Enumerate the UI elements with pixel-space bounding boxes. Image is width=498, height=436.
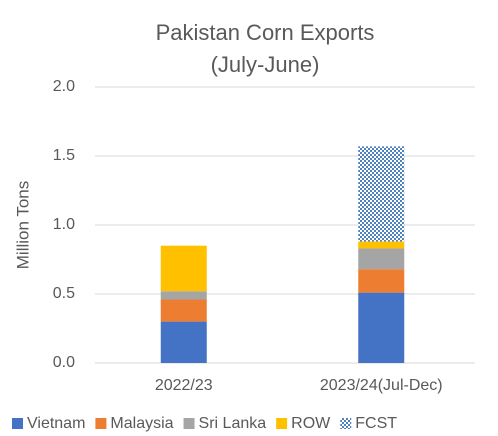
legend-label: ROW bbox=[291, 415, 331, 432]
bar-segment bbox=[358, 248, 405, 270]
x-tick-label: 2022/23 bbox=[155, 377, 213, 394]
chart-subtitle: (July-June) bbox=[211, 52, 320, 77]
bar-segment bbox=[358, 146, 405, 242]
bar-segment bbox=[358, 269, 405, 293]
bar-segment bbox=[358, 241, 405, 249]
y-tick-label: 2.0 bbox=[53, 78, 75, 95]
bar-segment bbox=[160, 245, 207, 292]
legend-label: Vietnam bbox=[27, 415, 85, 432]
y-tick-label: 0.5 bbox=[53, 285, 75, 302]
bar-segment bbox=[160, 299, 207, 322]
y-tick-label: 1.0 bbox=[53, 216, 75, 233]
legend-label: Malaysia bbox=[110, 415, 173, 432]
bar-segment bbox=[160, 321, 207, 363]
legend-swatch bbox=[12, 418, 23, 429]
legend-label: FCST bbox=[355, 415, 397, 432]
bar-segment bbox=[358, 292, 405, 363]
chart-title: Pakistan Corn Exports bbox=[156, 20, 375, 45]
bar-segment bbox=[160, 291, 207, 300]
legend-swatch bbox=[183, 418, 195, 429]
x-tick-label: 2023/24(Jul-Dec) bbox=[320, 377, 443, 394]
legend-label: Sri Lanka bbox=[199, 415, 267, 432]
y-axis-label: Million Tons bbox=[13, 181, 32, 270]
y-tick-label: 0.0 bbox=[53, 354, 75, 371]
legend-swatch bbox=[276, 418, 288, 429]
legend-swatch bbox=[340, 418, 352, 429]
y-tick-label: 1.5 bbox=[53, 147, 75, 164]
legend-swatch bbox=[95, 418, 107, 429]
